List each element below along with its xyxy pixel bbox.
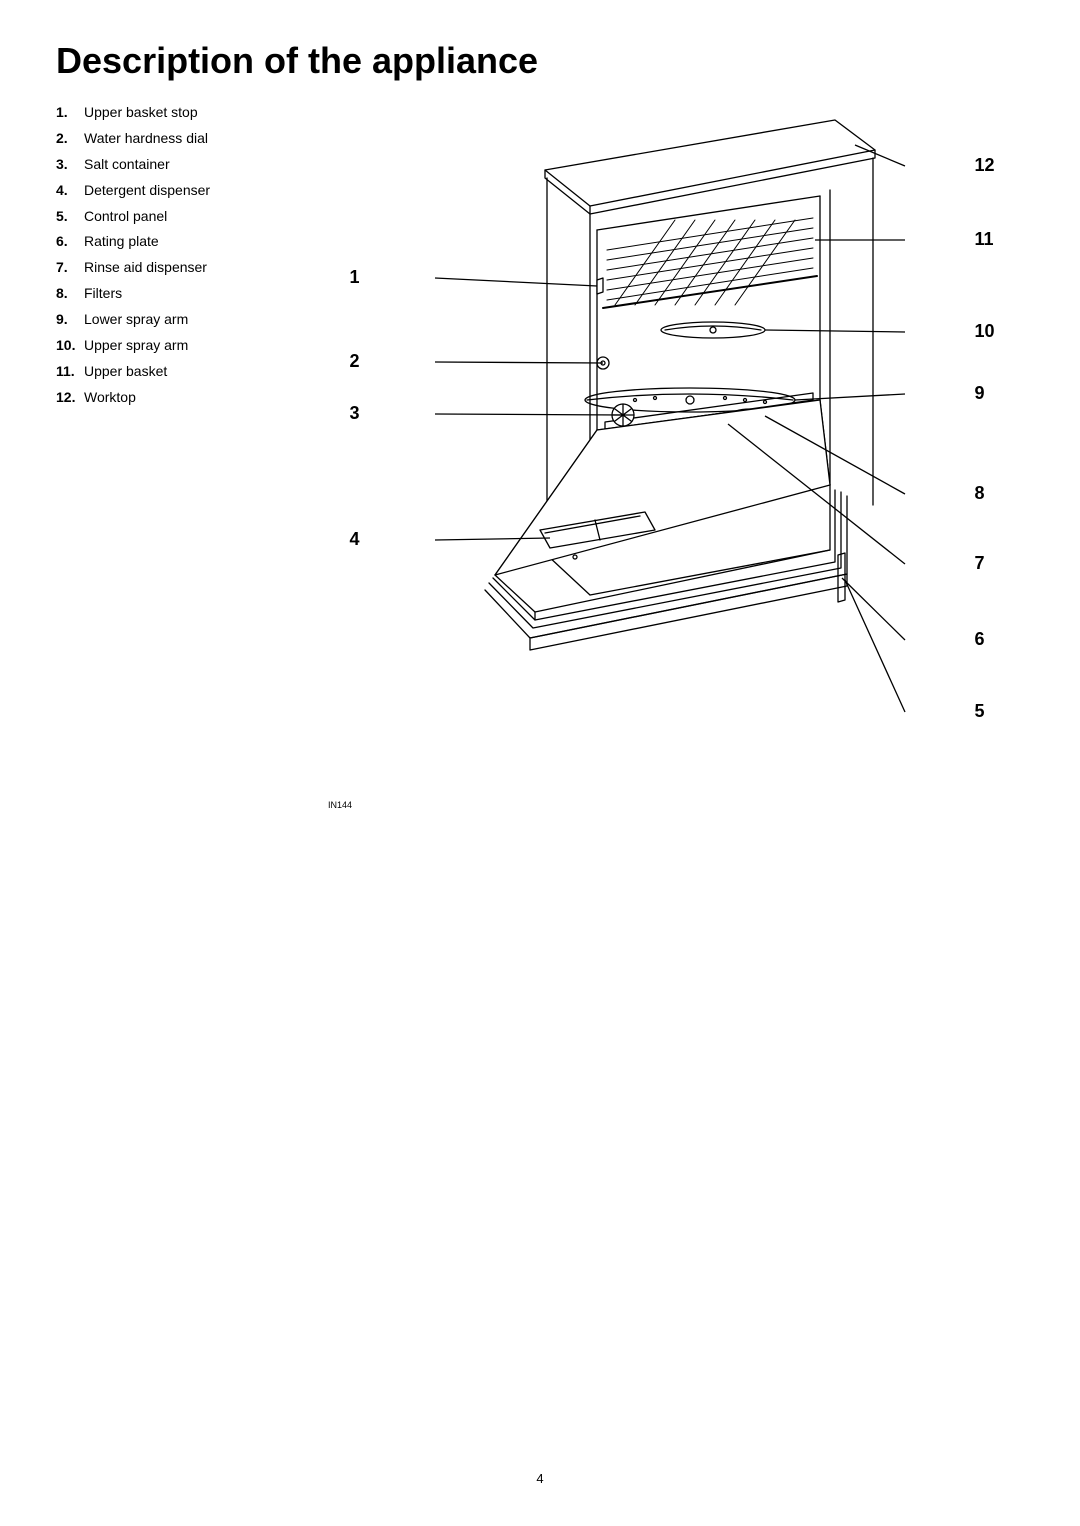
- list-item: 10.Upper spray arm: [56, 333, 306, 359]
- list-item: 3.Salt container: [56, 152, 306, 178]
- list-item: 11.Upper basket: [56, 359, 306, 385]
- part-label: Upper basket stop: [84, 100, 198, 126]
- list-item: 4.Detergent dispenser: [56, 178, 306, 204]
- part-label: Salt container: [84, 152, 170, 178]
- diagram-column: 1 2 3 4 12 11 10 9 8 7 6 5 IN144: [306, 100, 1024, 800]
- page-title: Description of the appliance: [56, 40, 1024, 82]
- list-item: 8.Filters: [56, 281, 306, 307]
- content-row: 1.Upper basket stop 2.Water hardness dia…: [56, 100, 1024, 800]
- figure-code: IN144: [328, 800, 352, 810]
- parts-list-column: 1.Upper basket stop 2.Water hardness dia…: [56, 100, 306, 411]
- callout-10: 10: [974, 321, 994, 342]
- part-label: Rating plate: [84, 229, 159, 255]
- list-item: 7.Rinse aid dispenser: [56, 255, 306, 281]
- part-number: 12.: [56, 385, 84, 411]
- part-number: 9.: [56, 307, 84, 333]
- part-number: 11.: [56, 359, 84, 385]
- callout-3: 3: [350, 403, 360, 424]
- part-label: Control panel: [84, 204, 167, 230]
- part-label: Filters: [84, 281, 122, 307]
- part-label: Detergent dispenser: [84, 178, 210, 204]
- part-number: 10.: [56, 333, 84, 359]
- page-number: 4: [536, 1471, 543, 1486]
- list-item: 9.Lower spray arm: [56, 307, 306, 333]
- part-label: Upper basket: [84, 359, 167, 385]
- callout-8: 8: [974, 483, 984, 504]
- list-item: 1.Upper basket stop: [56, 100, 306, 126]
- list-item: 2.Water hardness dial: [56, 126, 306, 152]
- callout-12: 12: [974, 155, 994, 176]
- list-item: 12.Worktop: [56, 385, 306, 411]
- part-number: 4.: [56, 178, 84, 204]
- part-number: 7.: [56, 255, 84, 281]
- part-number: 3.: [56, 152, 84, 178]
- callout-1: 1: [350, 267, 360, 288]
- callout-5: 5: [974, 701, 984, 722]
- callout-9: 9: [974, 383, 984, 404]
- callout-2: 2: [350, 351, 360, 372]
- part-number: 2.: [56, 126, 84, 152]
- part-number: 6.: [56, 229, 84, 255]
- list-item: 6.Rating plate: [56, 229, 306, 255]
- appliance-diagram: [306, 100, 1024, 800]
- part-number: 1.: [56, 100, 84, 126]
- parts-list: 1.Upper basket stop 2.Water hardness dia…: [56, 100, 306, 411]
- callout-6: 6: [974, 629, 984, 650]
- part-number: 5.: [56, 204, 84, 230]
- part-label: Rinse aid dispenser: [84, 255, 207, 281]
- part-number: 8.: [56, 281, 84, 307]
- part-label: Worktop: [84, 385, 136, 411]
- part-label: Upper spray arm: [84, 333, 188, 359]
- callout-11: 11: [974, 229, 993, 250]
- list-item: 5.Control panel: [56, 204, 306, 230]
- part-label: Water hardness dial: [84, 126, 208, 152]
- callout-4: 4: [350, 529, 360, 550]
- callout-7: 7: [974, 553, 984, 574]
- part-label: Lower spray arm: [84, 307, 188, 333]
